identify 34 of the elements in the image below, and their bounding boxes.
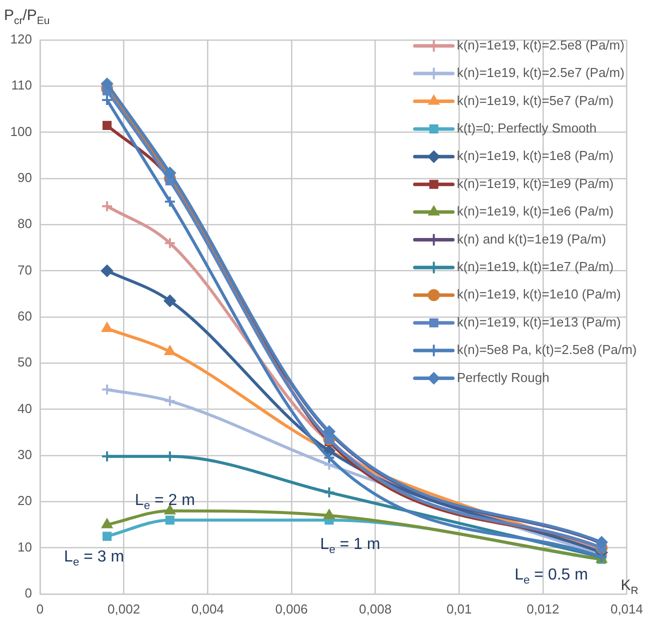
x-tick-label: 0,012 bbox=[526, 601, 560, 616]
x-tick-label: 0,002 bbox=[108, 601, 140, 616]
legend-label: k(n)=1e19, k(t)=1e8 (Pa/m) bbox=[456, 148, 614, 164]
legend-label: k(n) and k(t)=1e19 (Pa/m) bbox=[456, 231, 606, 246]
legend-label: k(n)=1e19, k(t)=1e6 (Pa/m) bbox=[456, 204, 614, 219]
y-tick-label: 50 bbox=[18, 354, 32, 370]
legend-label: k(n)=1e19, k(t)=1e13 (Pa/m) bbox=[456, 314, 621, 330]
y-tick-label: 100 bbox=[10, 124, 32, 139]
legend-label: k(n)=1e19, k(t)=1e9 (Pa/m) bbox=[456, 176, 614, 191]
y-tick-label: 70 bbox=[18, 262, 32, 278]
legend-label: k(n)=1e19, k(t)=5e7 (Pa/m) bbox=[456, 92, 614, 108]
y-tick-label: 40 bbox=[18, 400, 32, 416]
x-tick-label: 0,01 bbox=[446, 601, 472, 616]
legend-label: k(n)=1e19, k(t)=1e7 (Pa/m) bbox=[456, 259, 614, 274]
legend-label: k(n)=5e8 Pa, k(t)=2.5e8 (Pa/m) bbox=[456, 342, 637, 358]
y-tick-label: 20 bbox=[18, 493, 32, 508]
y-tick-label: 110 bbox=[11, 78, 32, 93]
x-tick-label: 0,008 bbox=[359, 601, 392, 616]
x-tick-label: 0,006 bbox=[275, 601, 308, 616]
legend-label: k(n)=1e19, k(t)=1e10 (Pa/m) bbox=[456, 286, 621, 302]
legend-label: k(n)=1e19, k(t)=2.5e8 (Pa/m) bbox=[456, 37, 624, 52]
x-tick-label: 0,004 bbox=[191, 601, 224, 616]
legend-label: Perfectly Rough bbox=[456, 370, 550, 385]
legend-label: k(n)=1e19, k(t)=2.5e7 (Pa/m) bbox=[456, 65, 624, 80]
y-tick-label: 0 bbox=[24, 586, 32, 601]
x-tick-label: 0 bbox=[36, 601, 44, 616]
y-tick-label: 10 bbox=[18, 539, 32, 554]
legend-label: k(t)=0; Perfectly Smooth bbox=[456, 120, 597, 136]
y-tick-label: 80 bbox=[18, 216, 32, 232]
y-tick-label: 30 bbox=[18, 447, 32, 462]
y-tick-label: 120 bbox=[10, 32, 32, 47]
y-tick-label: 90 bbox=[18, 170, 32, 186]
x-tick-label: 0,014 bbox=[610, 601, 644, 616]
y-tick-label: 60 bbox=[18, 308, 32, 324]
